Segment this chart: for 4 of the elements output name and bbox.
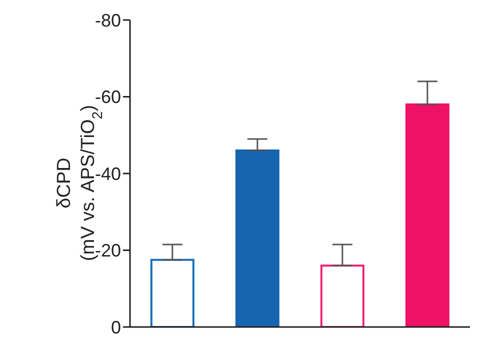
y-tick-label: -60 bbox=[94, 87, 121, 108]
y-tick-label: -80 bbox=[94, 10, 121, 30]
y-tick-label: -40 bbox=[94, 164, 121, 184]
y-tick-label: 0 bbox=[110, 317, 121, 338]
